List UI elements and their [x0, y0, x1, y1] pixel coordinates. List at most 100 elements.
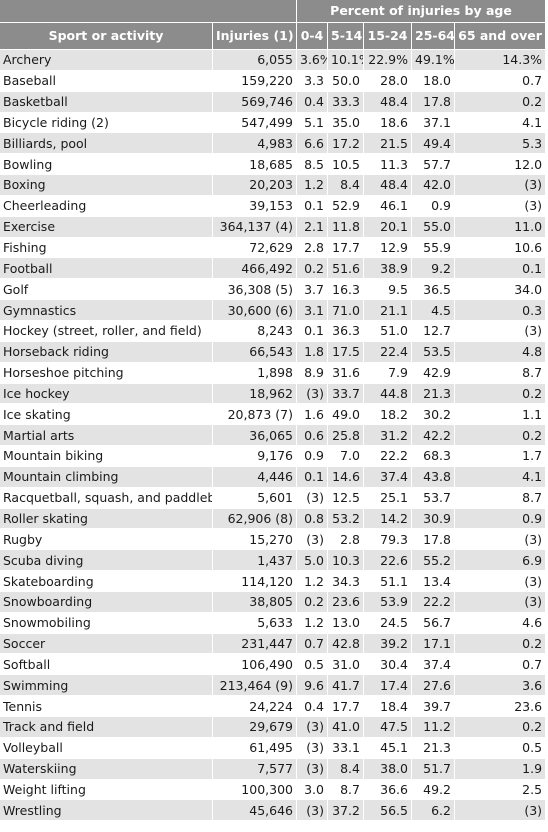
injuries-cell: 6,055 [213, 50, 297, 71]
table-row: Skateboarding 114,120 1.2 34.3 51.1 13.4 (3) [0, 571, 547, 592]
age-15-24-cell: 47.5 [364, 717, 412, 738]
age-0-4-cell: (3) [297, 717, 328, 738]
sport-cell: Softball [0, 654, 213, 676]
age-0-4-cell: 0.4 [297, 696, 328, 717]
injuries-cell: 9,176 [213, 446, 297, 467]
table-row: Boxing 20,203 1.2 8.4 48.4 42.0 (3) [0, 175, 547, 196]
injuries-cell: 364,137 (4) [213, 216, 297, 238]
age-25-64-cell: 17.8 [412, 91, 455, 113]
table-row: Martial arts 36,065 0.6 25.8 31.2 42.2 0.2 [0, 425, 547, 447]
age-25-64-cell: 49.2 [412, 779, 455, 801]
table-body: Archery6,0553.6%10.1%22.9%49.1%14.3%Base… [0, 50, 547, 822]
table-row: Soccer 231,447 0.7 42.8 39.2 17.1 0.2 [0, 633, 547, 655]
age-15-24-cell: 24.5 [364, 612, 412, 634]
age-5-14-cell: 31.6 [328, 362, 364, 384]
table-row: Basketball 569,746 0.4 33.3 48.4 17.8 0.2 [0, 91, 547, 113]
age-15-24-cell: 22.4 [364, 341, 412, 363]
age-65-over-cell: 1.9 [455, 758, 547, 780]
age-0-4-cell: 3.1 [297, 300, 328, 321]
age-15-24-cell: 21.5 [364, 133, 412, 155]
table-row: Football 466,492 0.2 51.6 38.9 9.2 0.1 [0, 258, 547, 280]
age-0-4-cell: 5.1 [297, 112, 328, 134]
age-5-14-cell: 41.7 [328, 675, 364, 697]
injuries-cell: 62,906 (8) [213, 508, 297, 530]
injuries-cell: 7,577 [213, 758, 297, 780]
age-65-over-cell: 8.7 [455, 362, 547, 384]
table-row: Horseback riding 66,543 1.8 17.5 22.4 53.5 4.8 [0, 341, 547, 363]
age-65-over-cell: (3) [455, 591, 547, 613]
age-5-14-cell: 14.6 [328, 466, 364, 488]
age-65-over-cell: 5.3 [455, 133, 547, 155]
sport-cell: Exercise [0, 216, 213, 238]
injuries-cell: 4,983 [213, 133, 297, 155]
age-0-4-cell: (3) [297, 737, 328, 759]
age-5-14-cell: 36.3 [328, 320, 364, 342]
age-0-4-cell: 8.5 [297, 154, 328, 176]
table-row: Billiards, pool 4,983 6.6 17.2 21.5 49.4 5.3 [0, 133, 547, 155]
age-0-4-cell: (3) [297, 758, 328, 780]
age-0-4-cell: (3) [297, 529, 328, 551]
sport-cell: Skateboarding [0, 571, 213, 592]
injuries-cell: 569,746 [213, 91, 297, 113]
sport-cell: Hockey (street, roller, and field) [0, 320, 213, 342]
age-0-4-cell: (3) [297, 800, 328, 822]
age-15-24-cell: 45.1 [364, 737, 412, 759]
sport-cell: Ice skating [0, 404, 213, 426]
age-25-64-cell: 42.2 [412, 425, 455, 447]
age-0-4-cell: 2.8 [297, 237, 328, 259]
age-15-24-cell: 25.1 [364, 487, 412, 509]
age-65-over-cell: 4.1 [455, 112, 547, 134]
age-5-14-cell: 17.7 [328, 696, 364, 717]
age-25-64-cell: 49.4 [412, 133, 455, 155]
age-25-64-cell: 11.2 [412, 717, 455, 738]
age-65-over-cell: 4.6 [455, 612, 547, 634]
sport-cell: Baseball [0, 70, 213, 92]
sport-column-header: Sport or activity [0, 23, 213, 50]
age-5-14-cell: 33.3 [328, 91, 364, 113]
age-5-14-cell: 17.2 [328, 133, 364, 155]
age-column-header: 25-64 [412, 23, 455, 50]
age-25-64-cell: 57.7 [412, 154, 455, 176]
table-row: Waterskiing 7,577 (3) 8.4 38.0 51.7 1.9 [0, 758, 547, 780]
age-0-4-cell: 0.1 [297, 466, 328, 488]
age-25-64-cell: 22.2 [412, 591, 455, 613]
age-65-over-cell: 11.0 [455, 216, 547, 238]
age-5-14-cell: 33.1 [328, 737, 364, 759]
sport-cell: Waterskiing [0, 758, 213, 780]
injuries-cell: 24,224 [213, 696, 297, 717]
age-65-over-cell: (3) [455, 800, 547, 822]
age-15-24-cell: 36.6 [364, 779, 412, 801]
age-5-14-cell: 8.4 [328, 758, 364, 780]
age-5-14-cell: 8.4 [328, 175, 364, 196]
age-5-14-cell: 11.8 [328, 216, 364, 238]
age-25-64-cell: 37.4 [412, 654, 455, 676]
sport-cell: Snowboarding [0, 591, 213, 613]
sport-cell: Racquetball, squash, and paddleball [0, 487, 213, 509]
age-25-64-cell: 36.5 [412, 279, 455, 301]
age-25-64-cell: 17.8 [412, 529, 455, 551]
age-15-24-cell: 39.2 [364, 633, 412, 655]
table-row: Swimming 213,464 (9) 9.6 41.7 17.4 27.6 3.6 [0, 675, 547, 697]
sport-cell: Rugby [0, 529, 213, 551]
injuries-cell: 30,600 (6) [213, 300, 297, 321]
injuries-column-header: Injuries (1) [213, 23, 297, 50]
age-15-24-cell: 30.4 [364, 654, 412, 676]
injuries-cell: 547,499 [213, 112, 297, 134]
age-0-4-cell: 3.6% [297, 50, 328, 71]
age-0-4-cell: 3.3 [297, 70, 328, 92]
sport-cell: Fishing [0, 237, 213, 259]
injuries-cell: 114,120 [213, 571, 297, 592]
age-65-over-cell: 0.1 [455, 258, 547, 280]
age-5-14-cell: 2.8 [328, 529, 364, 551]
age-65-over-cell: 14.3% [455, 50, 547, 71]
age-5-14-cell: 34.3 [328, 571, 364, 592]
age-25-64-cell: 42.0 [412, 175, 455, 196]
age-65-over-cell: (3) [455, 529, 547, 551]
injuries-cell: 100,300 [213, 779, 297, 801]
table-row: Baseball 159,220 3.3 50.0 28.0 18.0 0.7 [0, 70, 547, 92]
sport-cell: Swimming [0, 675, 213, 697]
age-5-14-cell: 51.6 [328, 258, 364, 280]
age-0-4-cell: 0.9 [297, 446, 328, 467]
age-5-14-cell: 8.7 [328, 779, 364, 801]
age-15-24-cell: 18.2 [364, 404, 412, 426]
